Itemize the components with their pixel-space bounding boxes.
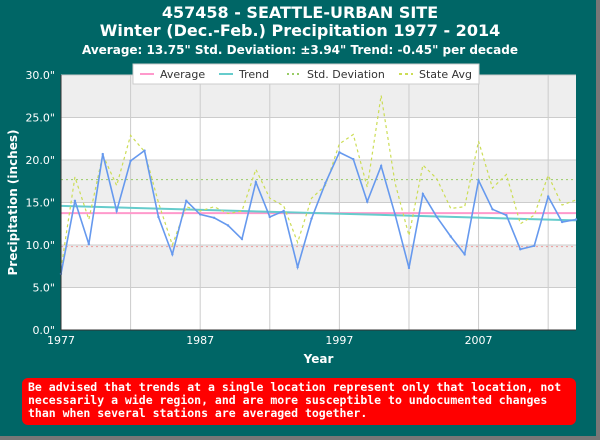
- legend-state-avg-label: State Avg: [419, 68, 472, 81]
- station-data-point: [533, 244, 536, 248]
- station-data-point: [212, 216, 216, 219]
- station-data-point: [435, 215, 439, 219]
- legend-box: [132, 63, 480, 85]
- station-data-point: [546, 195, 550, 198]
- station-data-point: [129, 159, 132, 163]
- station-data-point: [87, 242, 91, 246]
- station-data-point: [240, 237, 244, 241]
- station-data-point: [73, 199, 77, 202]
- x-tick-label: 1997: [325, 334, 353, 347]
- station-precip-line: [60, 149, 577, 275]
- station-data-point: [143, 149, 146, 152]
- warning-banner: Be advised that trends at a single locat…: [22, 378, 576, 425]
- station-data-point: [310, 217, 313, 220]
- y-tick-label: 0.0": [32, 324, 55, 337]
- y-tick-label: 5.0": [32, 282, 55, 295]
- station-data-point: [463, 253, 466, 256]
- station-data-point: [198, 213, 202, 216]
- station-data-point: [171, 253, 174, 256]
- x-axis-label: Year: [303, 352, 334, 366]
- x-tick-label: 1977: [47, 334, 75, 347]
- station-data-point: [449, 235, 452, 238]
- chart-stats-line: Average: 13.75" Std. Deviation: ±3.94" T…: [81, 43, 518, 57]
- legend-std-deviation-label: Std. Deviation: [307, 68, 385, 81]
- y-tick-label: 10.0": [25, 239, 55, 252]
- station-data-point: [338, 151, 341, 154]
- x-tick-label: 1987: [186, 334, 214, 347]
- grid-band: [61, 245, 576, 288]
- y-tick-label: 30.0": [25, 69, 55, 82]
- y-tick-label: 25.0": [25, 112, 55, 125]
- station-data-point: [421, 192, 425, 196]
- station-data-point: [505, 214, 508, 217]
- station-data-point: [379, 164, 383, 168]
- station-data-point: [352, 157, 355, 161]
- station-data-point: [519, 248, 522, 251]
- station-data-point: [296, 265, 299, 269]
- station-data-point: [574, 218, 578, 221]
- legend-trend-label: Trend: [238, 68, 269, 81]
- station-data-point: [101, 152, 104, 156]
- station-data-point: [268, 215, 271, 219]
- station-data-point: [560, 220, 564, 224]
- legend-average-label: Average: [160, 68, 205, 81]
- station-data-point: [366, 200, 369, 203]
- station-data-point: [407, 266, 411, 270]
- station-data-point: [254, 180, 258, 184]
- y-tick-label: 20.0": [25, 154, 55, 167]
- station-data-point: [226, 224, 230, 227]
- station-data-point: [185, 199, 188, 202]
- chart-title: 457458 - SEATTLE-URBAN SITE: [161, 3, 439, 22]
- chart-subtitle: Winter (Dec.-Feb.) Precipitation 1977 - …: [99, 21, 501, 40]
- station-data-point: [282, 209, 285, 213]
- y-axis-label: Precipitation (inches): [6, 130, 20, 276]
- station-data-point: [393, 213, 397, 216]
- y-tick-label: 15.0": [25, 197, 55, 210]
- trend-line: [60, 204, 577, 222]
- station-data-point: [477, 179, 480, 182]
- station-data-point: [115, 209, 118, 213]
- grid-band: [61, 160, 576, 203]
- station-data-point: [157, 215, 160, 219]
- station-data-point: [324, 181, 327, 185]
- station-data-point: [491, 208, 494, 211]
- x-tick-label: 2007: [465, 334, 493, 347]
